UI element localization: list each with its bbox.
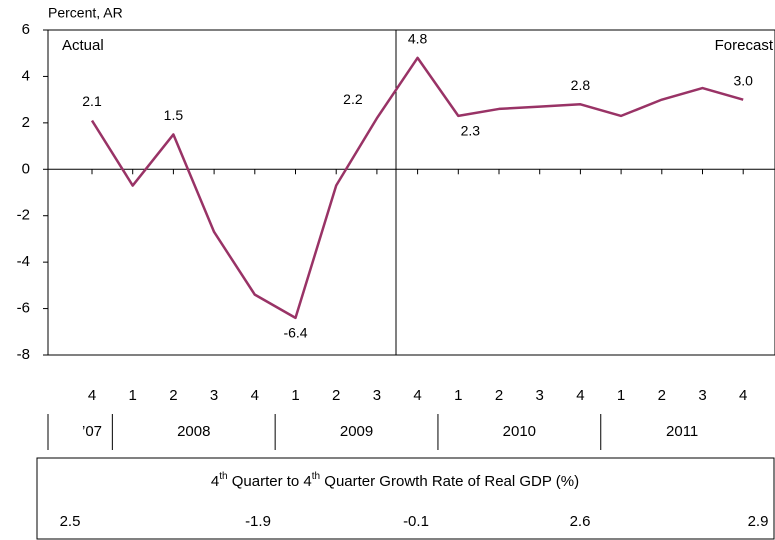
x-tick-label: 3 bbox=[698, 387, 706, 404]
y-tick-label: -2 bbox=[17, 207, 30, 224]
title-part: 4 bbox=[211, 473, 219, 490]
table-value: 2.6 bbox=[570, 513, 591, 530]
table-value: -0.1 bbox=[403, 513, 429, 530]
x-tick-label: 2 bbox=[495, 387, 503, 404]
year-label: 2010 bbox=[503, 423, 536, 440]
x-tick-label: 3 bbox=[210, 387, 218, 404]
x-tick-label: 2 bbox=[332, 387, 340, 404]
year-label: ’07 bbox=[82, 423, 102, 440]
data-label: 1.5 bbox=[164, 107, 184, 123]
x-tick-label: 3 bbox=[536, 387, 544, 404]
x-tick-label: 3 bbox=[373, 387, 381, 404]
y-axis-label: Percent, AR bbox=[48, 5, 123, 21]
x-tick-label: 1 bbox=[129, 387, 137, 404]
plot-frame bbox=[47, 29, 775, 356]
year-label: 2009 bbox=[340, 423, 373, 440]
x-tick-label: 4 bbox=[413, 387, 421, 404]
table-value: -1.9 bbox=[245, 513, 271, 530]
y-tick-label: 6 bbox=[22, 21, 30, 38]
x-tick-label: 2 bbox=[658, 387, 666, 404]
year-label: 2008 bbox=[177, 423, 210, 440]
data-label: 2.8 bbox=[571, 77, 591, 93]
y-tick-label: -6 bbox=[17, 300, 30, 317]
x-tick-label: 2 bbox=[169, 387, 177, 404]
table-title: 4th Quarter to 4th Quarter Growth Rate o… bbox=[211, 471, 579, 490]
data-label: 3.0 bbox=[733, 72, 753, 88]
series-line bbox=[90, 56, 744, 320]
x-tick-label: 1 bbox=[617, 387, 625, 404]
y-tick-label: 4 bbox=[22, 67, 30, 84]
data-label: 2.2 bbox=[343, 91, 363, 107]
x-tick-label: 4 bbox=[739, 387, 747, 404]
title-part: Quarter to 4 bbox=[228, 473, 312, 490]
x-tick-label: 4 bbox=[576, 387, 584, 404]
title-sup: th bbox=[219, 471, 227, 482]
y-tick-label: 2 bbox=[22, 114, 30, 131]
annotation: Forecast bbox=[715, 37, 774, 54]
x-tick-label: 4 bbox=[88, 387, 96, 404]
title-part: Quarter Growth Rate of Real GDP (%) bbox=[320, 473, 579, 490]
title-sup: th bbox=[312, 471, 320, 482]
data-label: 4.8 bbox=[408, 31, 428, 47]
x-tick-label: 1 bbox=[454, 387, 462, 404]
y-tick-label: -8 bbox=[17, 346, 30, 363]
annotation: Actual bbox=[62, 37, 104, 54]
year-label: 2011 bbox=[666, 423, 698, 440]
data-label: -6.4 bbox=[283, 325, 307, 341]
table-value: 2.5 bbox=[60, 513, 81, 530]
x-tick-label: 4 bbox=[251, 387, 259, 404]
data-label: 2.3 bbox=[461, 123, 481, 139]
table-value: 2.9 bbox=[748, 513, 769, 530]
table-frame bbox=[36, 457, 775, 540]
y-tick-label: -4 bbox=[17, 253, 30, 270]
x-tick-label: 1 bbox=[291, 387, 299, 404]
y-tick-label: 0 bbox=[22, 160, 30, 177]
data-label: 2.1 bbox=[82, 93, 102, 109]
